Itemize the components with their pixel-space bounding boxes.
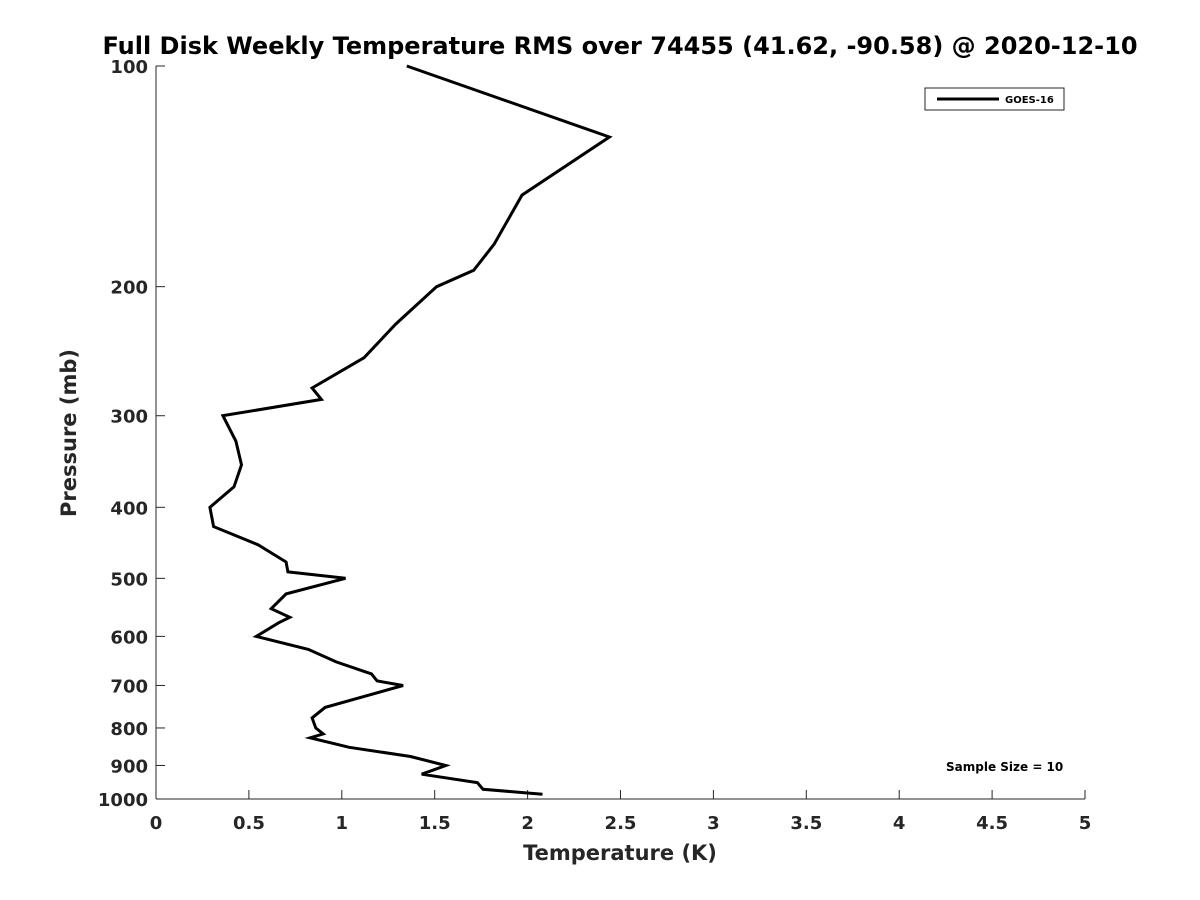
chart-title: Full Disk Weekly Temperature RMS over 74… bbox=[102, 32, 1137, 60]
y-tick-label: 500 bbox=[110, 569, 148, 590]
legend: GOES-16 bbox=[924, 87, 1065, 111]
y-tick-label: 900 bbox=[110, 756, 148, 777]
x-tick-label: 1.5 bbox=[419, 813, 451, 834]
y-tick-label: 800 bbox=[110, 719, 148, 740]
x-tick-label: 5 bbox=[1079, 813, 1092, 834]
x-tick-label: 0.5 bbox=[233, 813, 265, 834]
x-tick-label: 3 bbox=[707, 813, 720, 834]
y-tick-label: 400 bbox=[110, 498, 148, 519]
x-tick-label: 3.5 bbox=[790, 813, 822, 834]
plot-frame bbox=[156, 66, 1085, 799]
x-tick-label: 4 bbox=[893, 813, 906, 834]
x-tick-label: 0 bbox=[150, 813, 163, 834]
x-tick-label: 2.5 bbox=[605, 813, 637, 834]
y-axis-label: Pressure (mb) bbox=[57, 349, 81, 517]
y-tick-label: 700 bbox=[110, 676, 148, 697]
y-ticks: 100 200 300 400 500 600 700 800 900 1000 bbox=[98, 57, 165, 811]
y-tick-label: 1000 bbox=[98, 790, 148, 811]
x-tick-label: 2 bbox=[521, 813, 534, 834]
series-line-goes-16 bbox=[208, 64, 613, 796]
x-tick-label: 4.5 bbox=[976, 813, 1008, 834]
sample-size-annotation: Sample Size = 10 bbox=[946, 760, 1063, 774]
x-ticks: 0 0.5 1 1.5 2 2.5 3 3.5 4 4.5 5 bbox=[150, 790, 1092, 834]
y-tick-label: 100 bbox=[110, 57, 148, 78]
x-axis-label: Temperature (K) bbox=[523, 841, 717, 865]
legend-entry-goes-16: GOES-16 bbox=[1005, 95, 1054, 106]
x-tick-label: 1 bbox=[336, 813, 349, 834]
y-tick-label: 600 bbox=[110, 627, 148, 648]
y-tick-label: 200 bbox=[110, 278, 148, 299]
y-tick-label: 300 bbox=[110, 407, 148, 428]
